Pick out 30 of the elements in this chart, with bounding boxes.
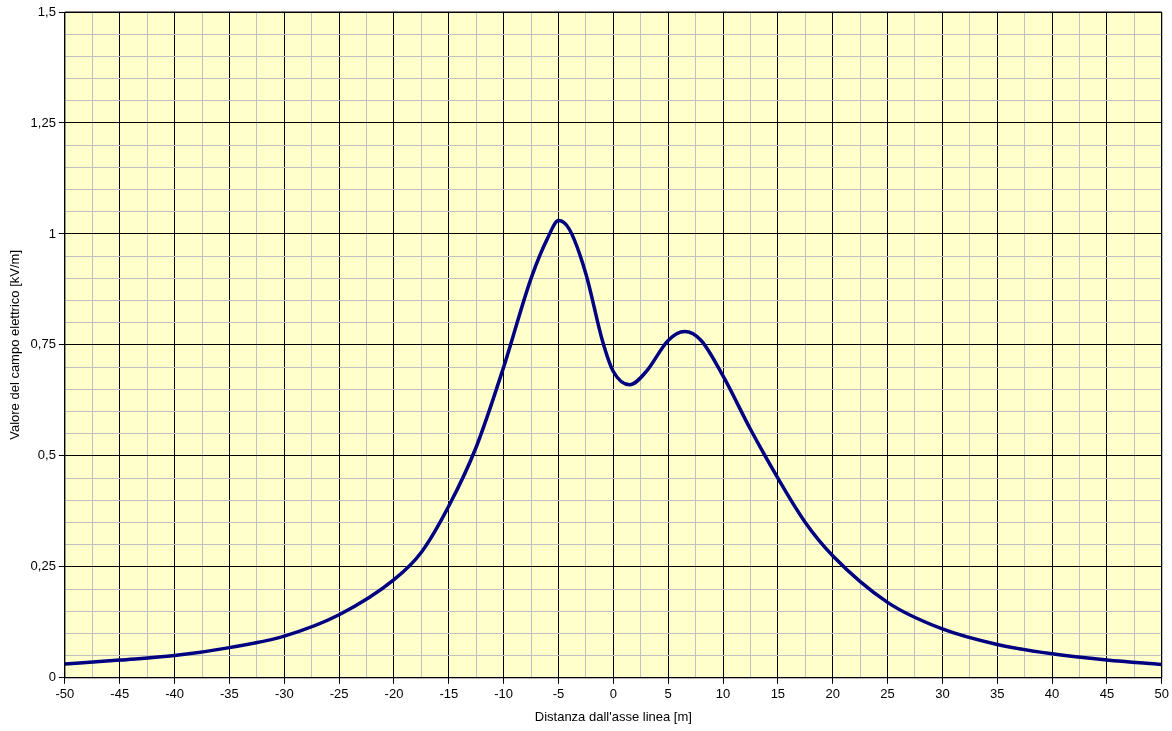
x-tick-label: -25 (329, 686, 349, 702)
y-tick-label: 0,25 (30, 558, 56, 574)
y-axis-title: Valore del campo elettrico [kV/m] (7, 250, 23, 440)
x-tick-label: 15 (770, 686, 786, 702)
x-tick-label: -20 (384, 686, 404, 702)
y-tick-label: 0 (48, 669, 56, 685)
x-tick-label: 30 (935, 686, 950, 702)
x-axis-title: Distanza dall'asse linea [m] (534, 708, 692, 724)
x-tick-label: 5 (664, 686, 672, 702)
x-tick-label: 50 (1154, 686, 1169, 702)
y-tick-label: 0,5 (37, 447, 56, 463)
x-tick-label: 0 (609, 686, 617, 702)
y-tick-label: 0,75 (30, 336, 56, 352)
x-tick-label: -10 (494, 686, 514, 702)
x-tick-label: -35 (220, 686, 239, 702)
x-tick-label: 35 (990, 686, 1005, 702)
x-tick-label: 25 (880, 686, 895, 702)
x-tick-label: -15 (439, 686, 459, 702)
y-tick-label: 1,5 (37, 3, 56, 19)
x-tick-label: -40 (165, 686, 184, 702)
x-tick-label: 45 (1099, 686, 1115, 702)
x-tick-label: 10 (715, 686, 731, 702)
y-tick-label: 1 (48, 225, 56, 241)
x-tick-label: 20 (825, 686, 840, 702)
y-tick-label: 1,25 (30, 114, 56, 130)
x-tick-label: -5 (552, 686, 565, 702)
x-tick-label: -45 (110, 686, 130, 702)
x-tick-label: -50 (55, 686, 75, 702)
x-tick-label: 40 (1044, 686, 1060, 702)
x-tick-label: -30 (274, 686, 294, 702)
